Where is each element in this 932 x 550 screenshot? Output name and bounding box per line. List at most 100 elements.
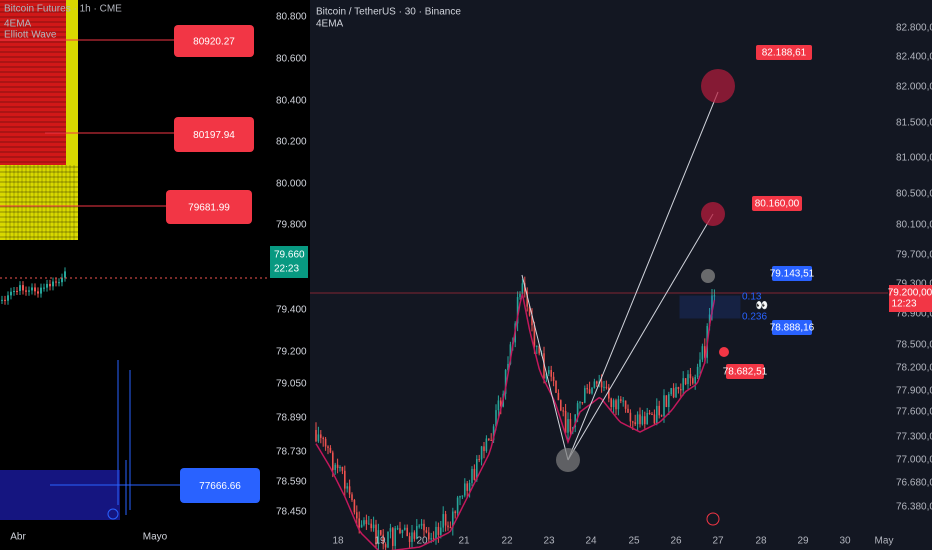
y-tick-label: 78.900,00 bbox=[896, 309, 932, 320]
wave-point bbox=[701, 269, 715, 283]
fib-zone bbox=[679, 295, 741, 319]
candle bbox=[449, 527, 452, 529]
candle bbox=[468, 482, 471, 491]
candle bbox=[411, 532, 413, 542]
candle bbox=[19, 285, 21, 292]
y-tick-label: 81.500,00 bbox=[896, 118, 932, 129]
candle bbox=[675, 387, 677, 398]
y-tick-label: 78.890 bbox=[276, 413, 307, 424]
candle bbox=[464, 483, 466, 496]
candle bbox=[713, 295, 716, 297]
candle bbox=[454, 511, 456, 514]
candle bbox=[548, 370, 550, 374]
y-tick-label: 77.600,00 bbox=[896, 407, 932, 418]
y-tick-label: 80.400 bbox=[276, 96, 307, 107]
candle bbox=[372, 524, 375, 529]
candle bbox=[430, 538, 432, 540]
callout-label: 77666.66 bbox=[199, 481, 241, 492]
candle bbox=[600, 381, 603, 388]
candle bbox=[593, 381, 596, 388]
candle bbox=[25, 290, 27, 292]
price-tag-label: 78.682,51 bbox=[723, 367, 768, 378]
price-tag bbox=[772, 266, 812, 281]
candle bbox=[665, 395, 668, 407]
candle bbox=[500, 400, 502, 407]
x-tick-label: 27 bbox=[712, 536, 724, 547]
candle bbox=[344, 470, 346, 489]
candle bbox=[596, 381, 598, 384]
y-tick-label: 80.600 bbox=[276, 54, 307, 65]
price-tag bbox=[726, 364, 764, 379]
candle bbox=[668, 394, 670, 407]
price-tag bbox=[752, 196, 802, 211]
candle bbox=[497, 400, 500, 411]
candle bbox=[610, 398, 612, 408]
y-tick-label: 76.680,00 bbox=[896, 478, 932, 489]
candle bbox=[588, 389, 591, 394]
candle bbox=[708, 314, 711, 326]
candle bbox=[420, 523, 423, 526]
candle bbox=[538, 345, 540, 354]
indicator: 4EMA bbox=[316, 19, 344, 30]
candle bbox=[339, 466, 341, 469]
candle bbox=[557, 392, 560, 401]
candle bbox=[658, 405, 660, 416]
candle bbox=[603, 386, 605, 388]
candle bbox=[43, 287, 45, 289]
y-tick-label: 79.800 bbox=[276, 220, 307, 231]
candle bbox=[351, 494, 353, 500]
candle bbox=[64, 271, 66, 278]
left-header: Bitcoin Futures · 1h · CME bbox=[4, 4, 122, 15]
candle bbox=[452, 511, 454, 528]
candle bbox=[543, 353, 545, 379]
callout-box bbox=[166, 190, 252, 224]
target-circle bbox=[701, 69, 735, 103]
y-tick-label: 82.400,00 bbox=[896, 52, 932, 63]
candle bbox=[444, 514, 447, 526]
y-tick-label: 78.590 bbox=[276, 477, 307, 488]
candle bbox=[440, 527, 442, 535]
candle bbox=[315, 430, 317, 442]
candle bbox=[504, 370, 507, 394]
wave-line bbox=[567, 213, 714, 461]
candle bbox=[636, 414, 639, 425]
callout-label: 80920.27 bbox=[193, 37, 235, 48]
y-tick-label: 79.050 bbox=[276, 379, 307, 390]
candle bbox=[632, 421, 634, 423]
candle bbox=[416, 526, 418, 539]
candle bbox=[651, 414, 653, 416]
candle bbox=[341, 466, 344, 471]
candle bbox=[480, 446, 483, 460]
candle bbox=[648, 412, 651, 415]
candle bbox=[526, 291, 528, 307]
candle bbox=[40, 287, 42, 294]
candle bbox=[348, 486, 351, 495]
y-tick-label: 81.000,00 bbox=[896, 153, 932, 164]
candle bbox=[627, 408, 629, 413]
y-tick-label: 80.500,00 bbox=[896, 189, 932, 200]
candle bbox=[459, 495, 461, 498]
indicator: 4EMA bbox=[4, 19, 32, 30]
candle bbox=[692, 378, 694, 384]
candle bbox=[696, 366, 699, 378]
candle bbox=[428, 532, 430, 540]
x-tick-label: 28 bbox=[755, 536, 767, 547]
candle bbox=[562, 410, 564, 412]
x-tick-label: 22 bbox=[501, 536, 513, 547]
y-tick-label: 80.100,00 bbox=[896, 220, 932, 231]
candle bbox=[574, 414, 576, 428]
y-tick-label: 82.000,00 bbox=[896, 82, 932, 93]
candle bbox=[617, 399, 620, 410]
event-icon bbox=[706, 512, 720, 526]
current-price: 79.200,00 bbox=[888, 288, 932, 299]
candle bbox=[31, 287, 33, 291]
candle bbox=[425, 530, 428, 533]
y-tick-label: 77.300,00 bbox=[896, 432, 932, 443]
replay-icon bbox=[107, 508, 119, 520]
candle bbox=[660, 415, 663, 417]
current-price-box bbox=[889, 285, 932, 312]
candle bbox=[615, 400, 617, 410]
candle bbox=[418, 525, 420, 527]
candle bbox=[360, 524, 363, 528]
